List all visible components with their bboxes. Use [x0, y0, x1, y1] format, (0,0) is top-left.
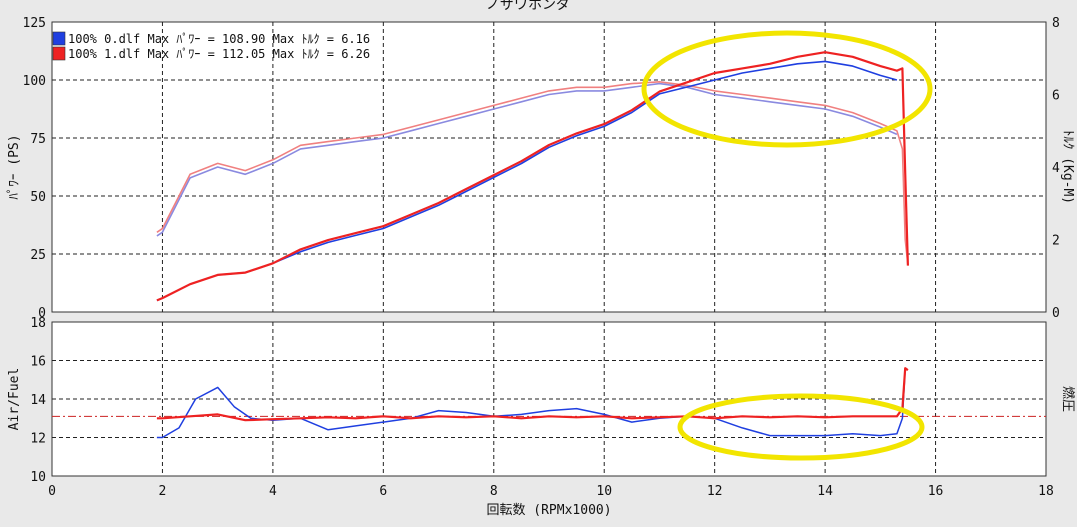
highlight-ring-top	[641, 30, 933, 148]
torque-line-0	[156, 82, 898, 237]
rpm-tick-label: 18	[1038, 484, 1054, 499]
rpm-tick-label: 8	[490, 484, 498, 499]
legend-entry-0: 100% 0.dlf Max ﾊﾟﾜｰ = 108.90 Max ﾄﾙｸ = 6…	[68, 32, 370, 46]
power-axis-ticks: 0 25 50 75 100 125	[23, 16, 46, 321]
rpm-tick-label: 0	[48, 484, 56, 499]
airfuel-tick-label: 16	[30, 355, 46, 370]
torque-tick-label: 4	[1052, 161, 1060, 176]
power-tick-label: 50	[30, 190, 46, 205]
top-grid	[52, 22, 1046, 312]
torque-line-1	[156, 81, 909, 265]
rpm-tick-label: 16	[928, 484, 944, 499]
airfuel-tick-label: 18	[30, 316, 46, 331]
airfuel-tick-label: 10	[30, 470, 46, 485]
rpm-tick-label: 10	[596, 484, 612, 499]
airfuel-tick-label: 12	[30, 432, 46, 447]
rpm-tick-label: 14	[817, 484, 833, 499]
torque-axis-label: ﾄﾙｸ (Kg-M)	[1060, 130, 1075, 204]
airfuel-line-0	[156, 368, 906, 439]
legend-swatch-0	[52, 31, 66, 46]
power-axis-label: ﾊﾟﾜｰ (PS)	[7, 134, 22, 199]
power-tick-label: 125	[23, 16, 46, 31]
power-line-1	[156, 51, 909, 302]
power-tick-label: 75	[30, 132, 46, 147]
rpm-tick-label: 4	[269, 484, 277, 499]
legend-swatch-1	[52, 46, 66, 61]
rpm-tick-label: 2	[159, 484, 167, 499]
rpm-tick-label: 12	[707, 484, 723, 499]
rpm-tick-label: 6	[379, 484, 387, 499]
rpm-axis-ticks: 0 2 4 6 8 10 12 14 16 18	[48, 484, 1054, 499]
power-tick-label: 25	[30, 248, 46, 263]
airfuel-axis-ticks: 10 12 14 16 18	[30, 316, 46, 485]
airfuel-line-1	[156, 367, 909, 422]
rpm-axis-label: 回転数 (RPMx1000)	[486, 503, 611, 518]
torque-tick-label: 0	[1052, 306, 1060, 321]
bottom-series	[156, 367, 909, 439]
highlight-ring-bottom	[677, 393, 925, 461]
top-series	[156, 51, 909, 302]
torque-tick-label: 2	[1052, 234, 1060, 249]
power-tick-label: 0	[38, 306, 46, 321]
airfuel-tick-label: 14	[30, 393, 46, 408]
airfuel-axis-label: Air/Fuel	[7, 368, 22, 431]
power-tick-label: 100	[23, 74, 46, 89]
torque-tick-label: 8	[1052, 16, 1060, 31]
legend: 100% 0.dlf Max ﾊﾟﾜｰ = 108.90 Max ﾄﾙｸ = 6…	[52, 31, 370, 61]
torque-tick-label: 6	[1052, 89, 1060, 104]
torque-axis-ticks: 0 2 4 6 8	[1052, 16, 1060, 321]
top-plot-area	[51, 21, 1047, 313]
legend-entry-1: 100% 1.dlf Max ﾊﾟﾜｰ = 112.05 Max ﾄﾙｸ = 6…	[68, 47, 370, 61]
chart-title: ノザワホンダ	[486, 0, 570, 13]
fuel-pressure-axis-label: 燃圧	[1060, 386, 1076, 412]
